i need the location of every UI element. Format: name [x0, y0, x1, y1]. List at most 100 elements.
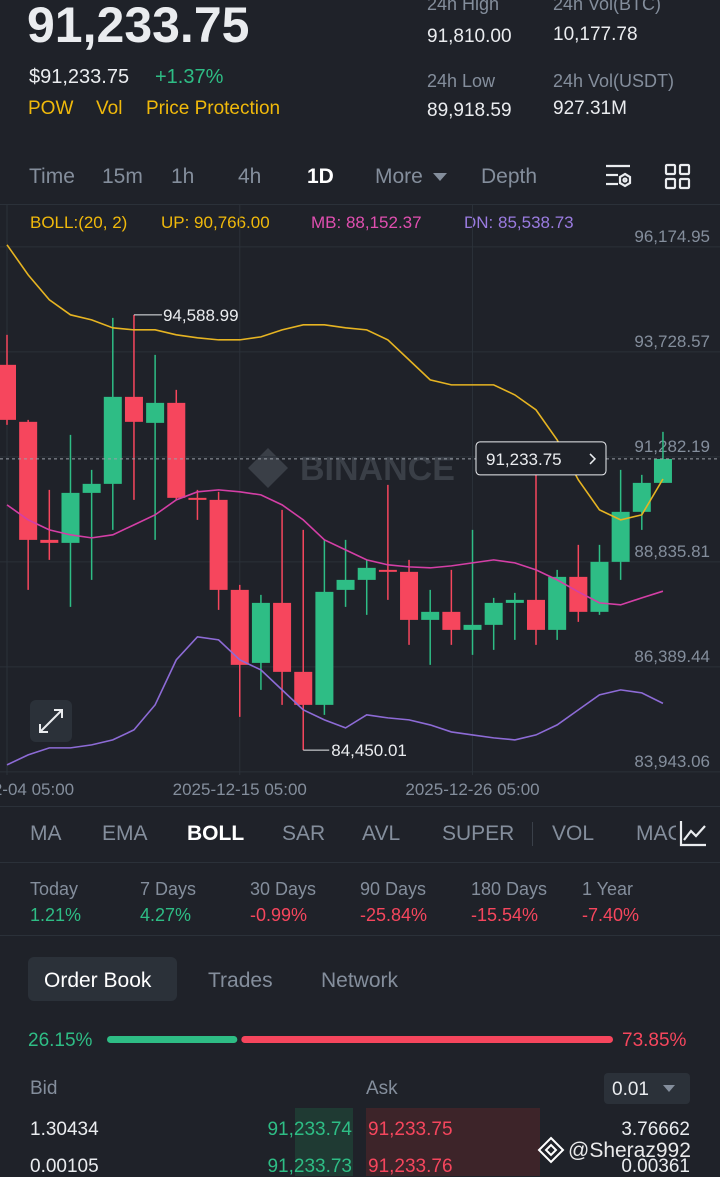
candle-body [527, 599, 545, 630]
indicator-tab[interactable]: VOL [552, 822, 595, 845]
usd-price: $91,233.75 [29, 66, 130, 88]
stat-value: 91,810.00 [427, 26, 512, 47]
boll-line [6, 244, 664, 521]
high-label: 94,588.99 [163, 306, 239, 325]
boll-line [6, 489, 664, 606]
period-change: 1.21% [30, 905, 82, 925]
y-tick-label: 93,728.57 [634, 332, 710, 351]
candle-body [230, 589, 249, 665]
candle-body [505, 599, 524, 603]
timeframe-tab[interactable]: 15m [102, 165, 143, 188]
timeframe-tab[interactable]: 1h [171, 165, 195, 188]
candle-body [463, 624, 482, 630]
price-tag [475, 441, 607, 476]
candle-body [378, 569, 397, 572]
candle-body [421, 611, 440, 620]
candle-body [590, 561, 609, 612]
tab-pill [28, 957, 177, 1001]
candle-body [632, 482, 651, 512]
candle-body [19, 421, 38, 540]
period-label: 1 Year [582, 879, 634, 899]
timeframe-tab[interactable]: Time [29, 165, 75, 188]
candle-body [484, 602, 503, 625]
candle-body [357, 567, 376, 580]
dropdown-arrow [433, 173, 447, 181]
candle-body [146, 402, 165, 423]
indicator-tab[interactable]: SUPER [442, 822, 515, 845]
period-label: 180 Days [471, 879, 548, 899]
period-change: -0.99% [250, 905, 308, 925]
timeframe-tab[interactable]: 1D [307, 165, 334, 188]
candle-body [611, 511, 630, 562]
orderbook-tab[interactable]: Network [321, 969, 399, 992]
indicator-tab[interactable]: BOLL [187, 822, 245, 845]
separator [532, 822, 533, 846]
orderbook-tab[interactable]: Trades [208, 969, 273, 992]
boll-params: BOLL:(20, 2) [30, 213, 128, 232]
indicator-settings-icon[interactable] [678, 818, 708, 848]
watermark: @Sheraz992 [568, 1139, 691, 1162]
indicator-tab[interactable]: MACD [636, 823, 676, 844]
period-label: Today [30, 879, 79, 899]
candle-body [569, 576, 588, 612]
ask-price: 91,233.76 [368, 1156, 453, 1177]
boll-line [6, 636, 664, 766]
divider [0, 935, 720, 936]
period-change: -25.84% [360, 905, 428, 925]
stat-label: 24h High [427, 0, 500, 14]
ask-qty: 3.76662 [621, 1119, 690, 1140]
x-tick-label: 2025-12-15 05:00 [173, 780, 307, 799]
period-label: 90 Days [360, 879, 427, 899]
candle-body [400, 571, 419, 620]
watermark-logo [248, 448, 288, 488]
tag[interactable]: Price Protection [146, 98, 281, 119]
indicator-tab[interactable]: MA [30, 822, 62, 845]
x-tick-label: 2025-12-26 05:00 [405, 780, 539, 799]
candle-body [40, 539, 59, 543]
boll-dn: DN: 85,538.73 [464, 213, 574, 232]
candle-body [315, 591, 334, 705]
timeframe-tab[interactable]: Depth [481, 165, 538, 188]
timeframe-tab[interactable]: More [375, 165, 423, 188]
stat-value: 89,918.59 [427, 100, 512, 121]
bid-header: Bid [30, 1078, 58, 1099]
bid-qty: 1.30434 [30, 1119, 99, 1140]
y-tick-label: 96,174.95 [634, 227, 710, 246]
ask-depth [366, 1108, 540, 1176]
candle-body [336, 579, 355, 590]
indicator-tab[interactable]: SAR [282, 822, 326, 845]
divider [0, 204, 720, 205]
indicator-tab[interactable]: EMA [102, 822, 148, 845]
y-tick-label: 86,389.44 [634, 647, 710, 666]
period-change: -7.40% [582, 905, 640, 925]
layout-icon[interactable] [664, 163, 692, 191]
expand-icon [39, 709, 63, 733]
bid-ratio: 26.15% [28, 1030, 93, 1051]
period-label: 30 Days [250, 879, 317, 899]
period-change: 4.27% [140, 905, 192, 925]
indicator-tab[interactable]: AVL [362, 822, 401, 845]
ask-ratio: 73.85% [622, 1030, 687, 1051]
bid-qty: 0.00105 [30, 1156, 99, 1177]
orderbook-tab[interactable]: Order Book [44, 969, 152, 992]
ratio-bar [107, 1036, 613, 1043]
candle-body [548, 576, 567, 630]
timeframe-tab[interactable]: 4h [238, 165, 262, 188]
precision-select[interactable] [604, 1073, 690, 1104]
tag[interactable]: POW [28, 98, 74, 119]
boll-up: UP: 90,766.00 [161, 213, 270, 232]
divider [0, 806, 720, 807]
settings-icon[interactable] [604, 162, 634, 192]
bid-ratio-bar [107, 1036, 238, 1043]
chart-watermark: BINANCE [300, 450, 455, 488]
tag[interactable]: Vol [96, 98, 123, 119]
boll-mb: MB: 88,152.37 [311, 213, 422, 232]
candle-body [188, 497, 207, 500]
candle-body [167, 402, 186, 498]
low-label: 84,450.01 [331, 741, 407, 760]
price-tag-arrow [589, 453, 597, 465]
candle-body [294, 671, 313, 705]
price-change: +1.37% [155, 66, 224, 88]
dropdown-arrow [663, 1085, 675, 1092]
candle-body [103, 396, 122, 484]
